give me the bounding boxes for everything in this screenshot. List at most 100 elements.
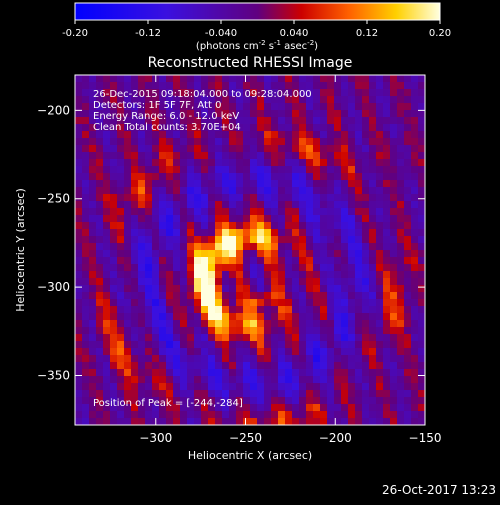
heatmap-cell — [194, 313, 202, 321]
heatmap-cell — [201, 117, 209, 125]
heatmap-cell — [124, 103, 132, 111]
heatmap-cell — [390, 348, 398, 356]
heatmap-cell — [278, 110, 286, 118]
heatmap-cell — [103, 124, 111, 132]
heatmap-cell — [285, 418, 293, 425]
heatmap-cell — [96, 222, 104, 230]
heatmap-cell — [264, 96, 272, 104]
heatmap-cell — [166, 355, 174, 363]
heatmap-cell — [327, 313, 335, 321]
heatmap-cell — [285, 124, 293, 132]
heatmap-cell — [166, 292, 174, 300]
heatmap-cell — [131, 229, 139, 237]
heatmap-cell — [348, 124, 356, 132]
heatmap-cell — [292, 89, 300, 97]
heatmap-cell — [418, 257, 425, 265]
heatmap-cell — [362, 187, 370, 195]
heatmap-cell — [159, 180, 167, 188]
heatmap-cell — [306, 110, 314, 118]
heatmap-cell — [82, 166, 90, 174]
heatmap-cell — [201, 208, 209, 216]
heatmap-cell — [397, 138, 405, 146]
heatmap-cell — [110, 397, 118, 405]
heatmap-cell — [327, 327, 335, 335]
heatmap-cell — [82, 222, 90, 230]
heatmap-cell — [299, 299, 307, 307]
heatmap-cell — [96, 397, 104, 405]
heatmap-cell — [215, 166, 223, 174]
heatmap-cell — [187, 166, 195, 174]
heatmap-cell — [341, 222, 349, 230]
heatmap-cell — [124, 334, 132, 342]
heatmap-cell — [75, 285, 83, 293]
heatmap-cell — [187, 334, 195, 342]
heatmap-cell — [285, 229, 293, 237]
heatmap-cell — [418, 82, 425, 90]
heatmap-cell — [327, 383, 335, 391]
heatmap-cell — [194, 257, 202, 265]
heatmap-cell — [117, 215, 125, 223]
heatmap-cell — [187, 278, 195, 286]
heatmap-cell — [145, 369, 153, 377]
heatmap-cell — [124, 82, 132, 90]
heatmap-cell — [271, 152, 279, 160]
heatmap-cell — [250, 271, 258, 279]
heatmap-cell — [383, 306, 391, 314]
heatmap-cell — [75, 201, 83, 209]
heatmap-cell — [131, 355, 139, 363]
heatmap-cell — [292, 124, 300, 132]
heatmap-cell — [145, 194, 153, 202]
heatmap-cell — [411, 124, 419, 132]
heatmap-cell — [75, 103, 83, 111]
heatmap-cell — [320, 404, 328, 412]
heatmap-cell — [152, 236, 160, 244]
heatmap-cell — [292, 236, 300, 244]
heatmap-cell — [341, 278, 349, 286]
heatmap-cell — [159, 362, 167, 370]
heatmap-cell — [159, 243, 167, 251]
heatmap-cell — [383, 376, 391, 384]
heatmap-cell — [250, 138, 258, 146]
heatmap-cell — [194, 243, 202, 251]
heatmap-cell — [243, 222, 251, 230]
heatmap-cell — [222, 180, 230, 188]
heatmap-cell — [285, 243, 293, 251]
heatmap-cell — [166, 187, 174, 195]
heatmap-cell — [355, 208, 363, 216]
heatmap-cell — [362, 278, 370, 286]
heatmap-cell — [180, 243, 188, 251]
heatmap-cell — [397, 250, 405, 258]
heatmap-cell — [313, 390, 321, 398]
heatmap-cell — [411, 257, 419, 265]
heatmap-cell — [75, 145, 83, 153]
heatmap-cell — [215, 320, 223, 328]
heatmap-cell — [208, 124, 216, 132]
heatmap-cell — [355, 159, 363, 167]
heatmap-cell — [341, 418, 349, 425]
heatmap-cell — [236, 208, 244, 216]
heatmap-cell — [222, 145, 230, 153]
heatmap-cell — [117, 369, 125, 377]
heatmap-cell — [215, 390, 223, 398]
heatmap-cell — [145, 285, 153, 293]
heatmap-cell — [201, 243, 209, 251]
heatmap-cell — [110, 215, 118, 223]
heatmap-cell — [278, 187, 286, 195]
heatmap-cell — [341, 82, 349, 90]
heatmap-cell — [369, 96, 377, 104]
heatmap-cell — [313, 411, 321, 419]
heatmap-cell — [355, 320, 363, 328]
heatmap-cell — [327, 152, 335, 160]
heatmap-cell — [208, 208, 216, 216]
heatmap-cell — [306, 166, 314, 174]
heatmap-cell — [194, 103, 202, 111]
heatmap-cell — [327, 166, 335, 174]
heatmap-cell — [229, 82, 237, 90]
heatmap-cell — [187, 117, 195, 125]
heatmap-cell — [376, 222, 384, 230]
heatmap-cell — [152, 166, 160, 174]
heatmap-cell — [418, 89, 425, 97]
heatmap-cell — [376, 110, 384, 118]
heatmap-cell — [404, 320, 412, 328]
heatmap-cell — [250, 285, 258, 293]
